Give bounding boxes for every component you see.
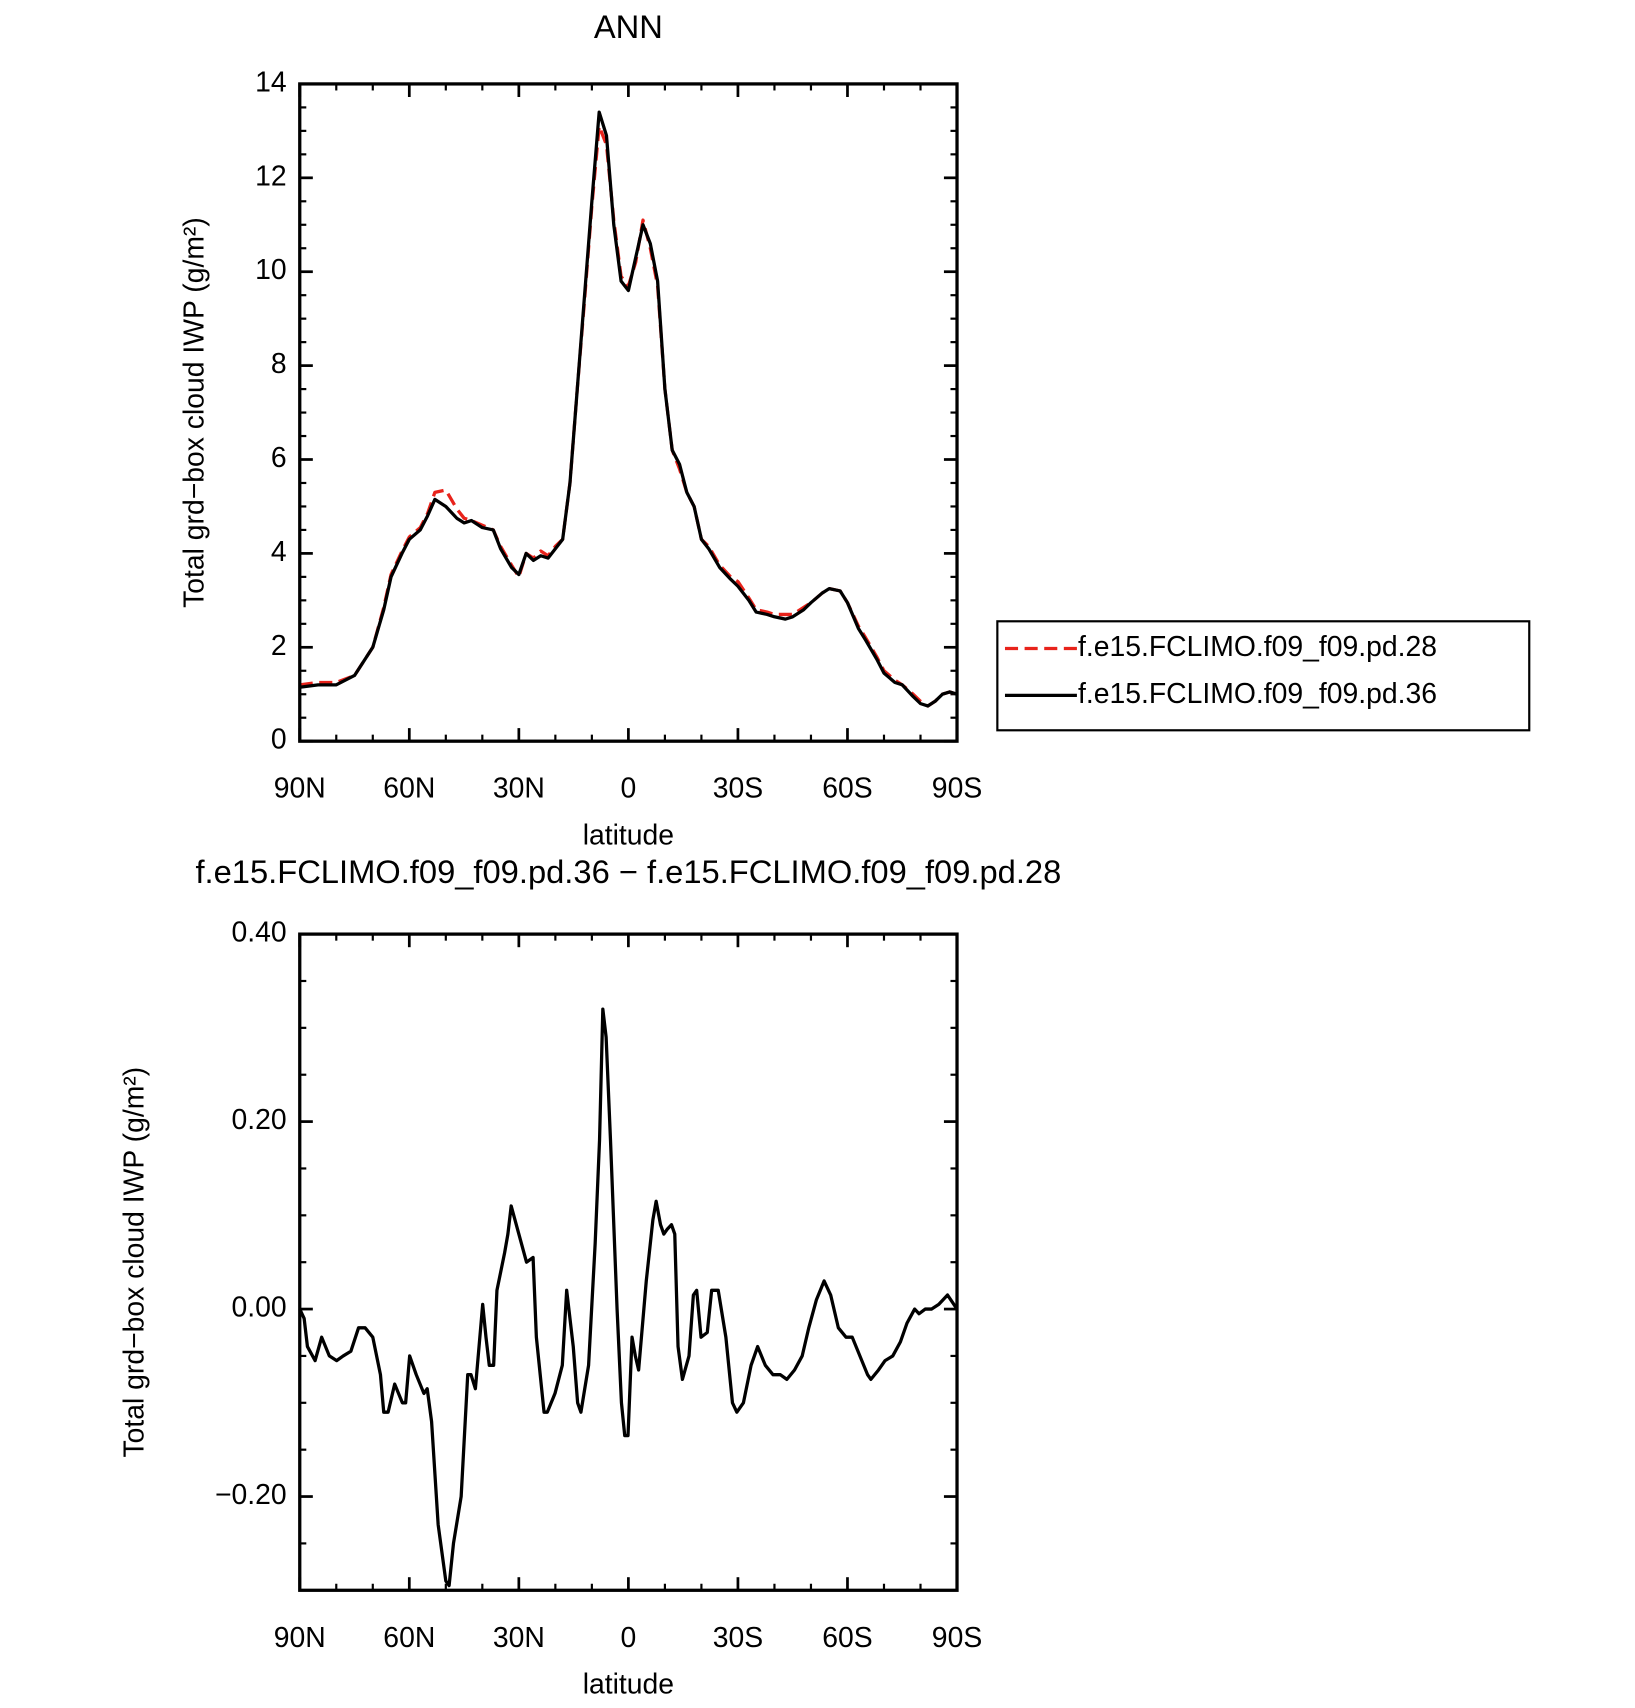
y-tick-label: 0 — [271, 724, 287, 756]
y-tick-label: −0.20 — [215, 1479, 287, 1511]
y-axis-label: Total grd−box cloud IWP (g/m²) — [119, 1067, 151, 1458]
plot-frame — [298, 932, 959, 1592]
data-line — [299, 110, 958, 708]
data-line — [299, 124, 958, 708]
x-tick-label: 90S — [932, 1622, 982, 1654]
x-tick-label: 60S — [822, 1622, 872, 1654]
plot-frame — [298, 82, 959, 743]
y-tick-label: 12 — [255, 160, 287, 192]
chart-title: f.e15.FCLIMO.f09_f09.pd.36 − f.e15.FCLIM… — [195, 853, 1061, 890]
y-tick-label: 0.20 — [232, 1104, 287, 1136]
y-axis-label: Total grd−box cloud IWP (g/m²) — [179, 217, 211, 608]
x-tick-label: 0 — [621, 773, 637, 805]
x-tick-label: 60N — [383, 773, 435, 805]
y-tick-label: 6 — [271, 442, 287, 474]
x-tick-label: 0 — [621, 1622, 637, 1654]
y-tick-label: 4 — [271, 536, 287, 568]
x-tick-label: 60S — [822, 773, 872, 805]
data-line — [298, 1007, 959, 1588]
x-tick-label: 90N — [274, 1622, 326, 1654]
x-tick-label: 30S — [713, 1622, 763, 1654]
chart-title: ANN — [594, 8, 663, 45]
x-tick-label: 30N — [493, 773, 545, 805]
x-tick-label: 60N — [383, 1622, 435, 1654]
legend-label: f.e15.FCLIMO.f09_f09.pd.28 — [1078, 631, 1437, 663]
y-tick-label: 0.00 — [232, 1292, 287, 1324]
y-tick-label: 8 — [271, 348, 287, 380]
y-tick-label: 2 — [271, 630, 287, 662]
y-tick-label: 10 — [255, 254, 287, 286]
x-axis-label: latitude — [583, 820, 674, 852]
legend-box — [996, 620, 1531, 732]
y-tick-label: 14 — [255, 66, 287, 98]
y-tick-label: 0.40 — [232, 917, 287, 949]
x-axis-label: latitude — [583, 1669, 674, 1701]
x-tick-label: 30S — [713, 773, 763, 805]
x-tick-label: 90N — [274, 773, 326, 805]
x-tick-label: 90S — [932, 773, 982, 805]
x-tick-label: 30N — [493, 1622, 545, 1654]
legend-label: f.e15.FCLIMO.f09_f09.pd.36 — [1078, 678, 1437, 710]
